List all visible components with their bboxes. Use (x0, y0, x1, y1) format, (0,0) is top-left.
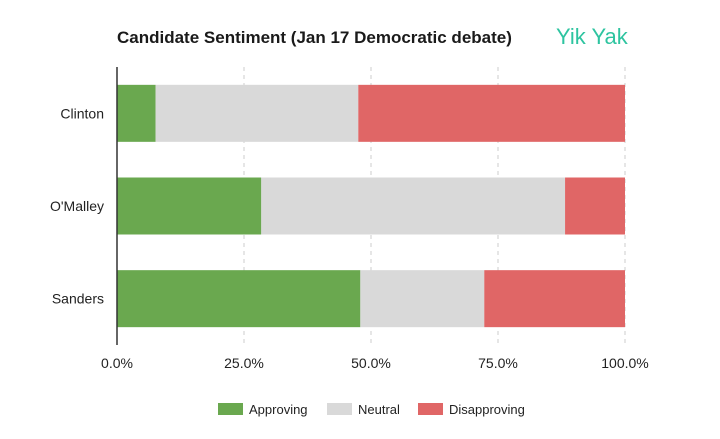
legend: Approving Neutral Disapproving (218, 402, 525, 417)
bar-sanders-approving (117, 270, 361, 328)
legend-swatch-neutral (327, 403, 352, 415)
x-tick-label-4: 100.0% (601, 355, 648, 371)
legend-label-disapproving: Disapproving (449, 402, 525, 417)
x-tick-labels: 0.0% 25.0% 50.0% 75.0% 100.0% (101, 355, 649, 371)
bar-clinton-approving (117, 84, 156, 142)
bars (117, 84, 625, 328)
brand-logo: Yik Yak (556, 24, 629, 49)
x-tick-label-2: 50.0% (351, 355, 391, 371)
x-tick-label-0: 0.0% (101, 355, 133, 371)
category-labels: Clinton O'Malley Sanders (50, 105, 104, 306)
category-label-o-malley: O'Malley (50, 198, 104, 214)
category-label-clinton: Clinton (60, 105, 104, 121)
bar-clinton-neutral (155, 84, 359, 142)
bar-sanders-neutral (360, 270, 485, 328)
bar-sanders-disapproving (484, 270, 625, 328)
chart-title: Candidate Sentiment (Jan 17 Democratic d… (117, 28, 512, 47)
bar-o-malley-approving (117, 177, 262, 235)
legend-swatch-disapproving (418, 403, 443, 415)
bar-clinton-disapproving (358, 84, 625, 142)
category-label-sanders: Sanders (52, 291, 104, 307)
legend-label-approving: Approving (249, 402, 308, 417)
bar-o-malley-disapproving (565, 177, 625, 235)
x-tick-label-3: 75.0% (478, 355, 518, 371)
x-tick-label-1: 25.0% (224, 355, 264, 371)
legend-label-neutral: Neutral (358, 402, 400, 417)
bar-o-malley-neutral (261, 177, 566, 235)
legend-swatch-approving (218, 403, 243, 415)
